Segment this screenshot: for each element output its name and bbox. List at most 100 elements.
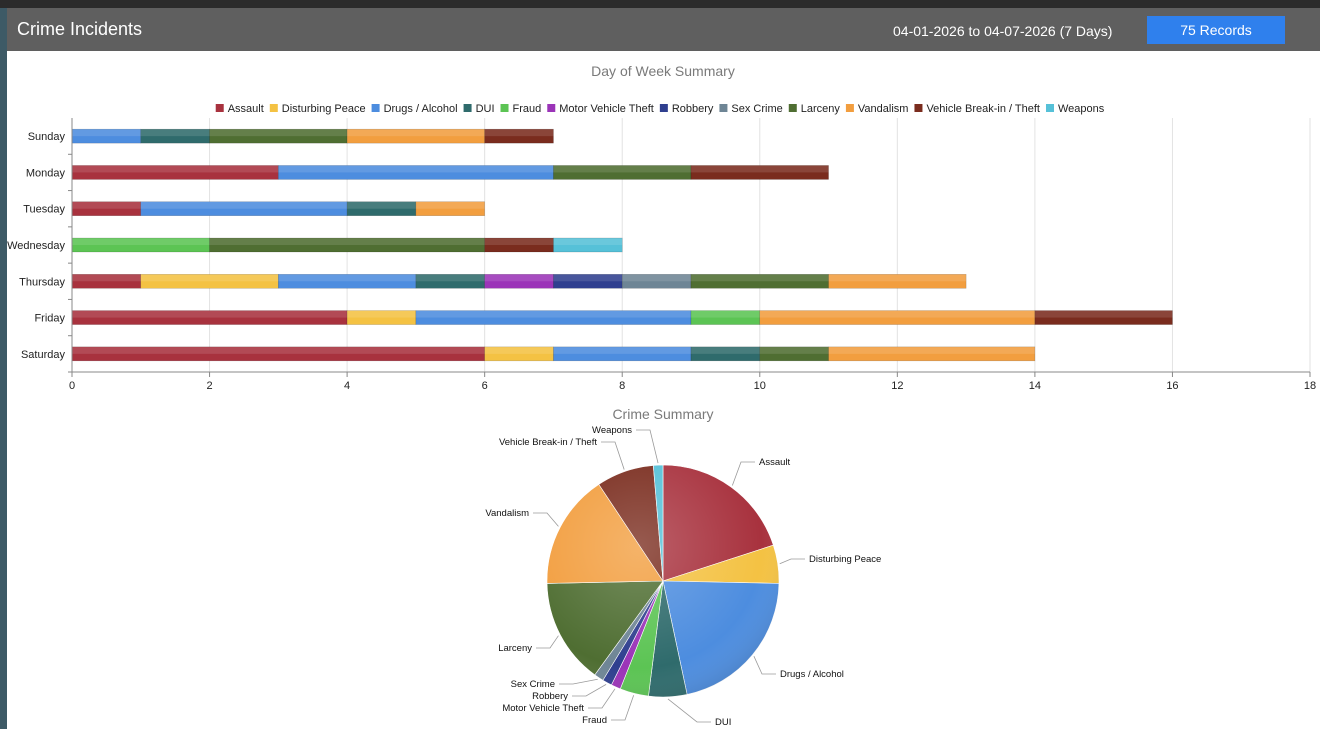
bar-segment-highlight [415, 274, 485, 282]
bar-chart-legend: Assault Disturbing Peace Drugs / Alcohol DU… [215, 103, 1105, 115]
date-range: 04-01-2026 to 04-07-2026 (7 Days) [893, 23, 1113, 39]
report-panel: Crime Incidents 04-01-2026 to 04-07-2026… [7, 8, 1320, 729]
bar-segment-highlight [72, 238, 210, 245]
pie-label-weapons: Weapons [592, 425, 632, 436]
x-tick-label: 8 [619, 380, 625, 392]
bar-segment-highlight [828, 346, 1035, 354]
bar-segment-highlight [72, 346, 485, 354]
x-tick-label: 18 [1304, 380, 1316, 392]
pie-leader-line [533, 512, 559, 527]
bar-segment-vandalism [828, 274, 967, 289]
category-label: Saturday [21, 349, 66, 361]
legend-swatch-robbery [659, 104, 668, 112]
x-tick-label: 2 [206, 380, 212, 392]
bar-segment-highlight [72, 274, 141, 282]
bar-segment-highlight [209, 129, 348, 137]
bar-segment-vehicle-break-in-theft [690, 165, 829, 180]
bar-segment-highlight [484, 238, 554, 245]
charts-canvas: Day of Week Summary Assault Disturbing Pe… [7, 63, 1316, 728]
legend-swatch-fraud [500, 104, 509, 112]
pie-label-assault: Assault [759, 457, 791, 468]
bar-segment-vandalism [828, 346, 1036, 362]
report-title: Crime Incidents [17, 19, 143, 39]
category-label: Tuesday [23, 204, 65, 216]
bar-segment-highlight [72, 129, 141, 137]
bar-segment-vandalism [415, 201, 485, 216]
pie-label-motor-vehicle-theft: Motor Vehicle Theft [502, 703, 584, 714]
legend-swatch-vandalism [845, 104, 854, 112]
bar-segment-vehicle-break-in-theft [1034, 310, 1173, 325]
pie-label-disturbing-peace: Disturbing Peace [809, 554, 881, 565]
legend-label-fraud: Fraud [513, 103, 542, 115]
pie-leader-line [611, 695, 635, 721]
bar-segment-highlight [484, 129, 554, 137]
pie-chart-title: Crime Summary [612, 406, 713, 422]
pie-leader-line [601, 441, 625, 470]
legend-label-weapons: Weapons [1058, 103, 1105, 115]
legend-label-vehicle-break-in-theft: Vehicle Break-in / Theft [926, 103, 1040, 115]
pie-leader-line [667, 698, 711, 723]
pie-chart: Assault Disturbing Peace Drugs / Alcohol DU… [485, 425, 881, 728]
window-top-strip [0, 0, 1320, 8]
legend-swatch-dui [463, 104, 472, 112]
bar-segment-highlight [828, 274, 967, 282]
pie-leader-line [536, 635, 559, 649]
legend-swatch-motor-vehicle-theft [547, 104, 556, 112]
legend-label-robbery: Robbery [672, 103, 714, 115]
pie-leader-line [588, 688, 616, 709]
legend-label-dui: DUI [476, 103, 495, 115]
bar-segment-highlight [691, 274, 829, 282]
pie-label-fraud: Fraud [582, 715, 607, 726]
bar-segment-highlight [553, 238, 623, 245]
bar-segment-highlight [553, 346, 691, 354]
bar-segment-highlight [415, 310, 691, 318]
pie-label-robbery: Robbery [532, 691, 568, 702]
legend-swatch-vehicle-break-in-theft [914, 104, 923, 112]
pie-leader-line [559, 678, 598, 685]
bar-segment-highlight [209, 238, 485, 245]
bar-segment-highlight [415, 201, 485, 209]
category-label: Friday [34, 313, 65, 325]
bar-segment-highlight [72, 310, 348, 318]
pie-leader-line [731, 461, 755, 486]
pie-leader-line [572, 684, 607, 697]
bar-chart-bars [71, 128, 1173, 362]
bar-segment-drugs-alcohol [140, 201, 348, 216]
bar-segment-vehicle-break-in-theft [484, 128, 554, 144]
category-label: Thursday [19, 276, 65, 288]
bar-segment-highlight [347, 310, 416, 318]
bar-segment-highlight [140, 129, 210, 137]
legend-swatch-assault [215, 104, 224, 112]
report-header: Crime Incidents 04-01-2026 to 04-07-2026… [7, 8, 1320, 51]
bar-segment-highlight [622, 274, 691, 282]
pie-label-vehicle-break-in-theft: Vehicle Break-in / Theft [499, 437, 597, 448]
pie-leader-line [753, 656, 776, 675]
bar-chart-title: Day of Week Summary [591, 63, 735, 79]
pie-leader-line [636, 429, 659, 464]
bar-segment-highlight [691, 165, 829, 173]
legend-swatch-disturbing-peace [269, 104, 278, 112]
category-label: Sunday [28, 131, 66, 143]
bar-segment-highlight [140, 274, 279, 282]
bar-segment-highlight [553, 165, 691, 173]
bar-segment-highlight [759, 346, 829, 354]
x-tick-label: 10 [754, 380, 766, 392]
legend-label-vandalism: Vandalism [858, 103, 909, 115]
records-button[interactable]: 75 Records [1147, 16, 1285, 44]
x-tick-label: 12 [891, 380, 903, 392]
bar-segment-highlight [484, 274, 554, 282]
x-tick-label: 14 [1029, 380, 1041, 392]
bar-segment-highlight [347, 129, 485, 137]
legend-swatch-larceny [788, 104, 797, 112]
legend-label-drugs-alcohol: Drugs / Alcohol [384, 103, 458, 115]
category-label: Monday [26, 167, 66, 179]
bar-segment-highlight [347, 201, 416, 209]
legend-swatch-weapons [1045, 104, 1054, 112]
x-tick-label: 4 [344, 380, 350, 392]
bar-segment-highlight [691, 310, 760, 318]
pie-label-larceny: Larceny [498, 643, 532, 654]
legend-label-motor-vehicle-theft: Motor Vehicle Theft [559, 103, 654, 115]
bar-segment-weapons [553, 237, 623, 253]
bar-segment-highlight [691, 346, 760, 354]
legend-label-disturbing-peace: Disturbing Peace [282, 103, 366, 115]
